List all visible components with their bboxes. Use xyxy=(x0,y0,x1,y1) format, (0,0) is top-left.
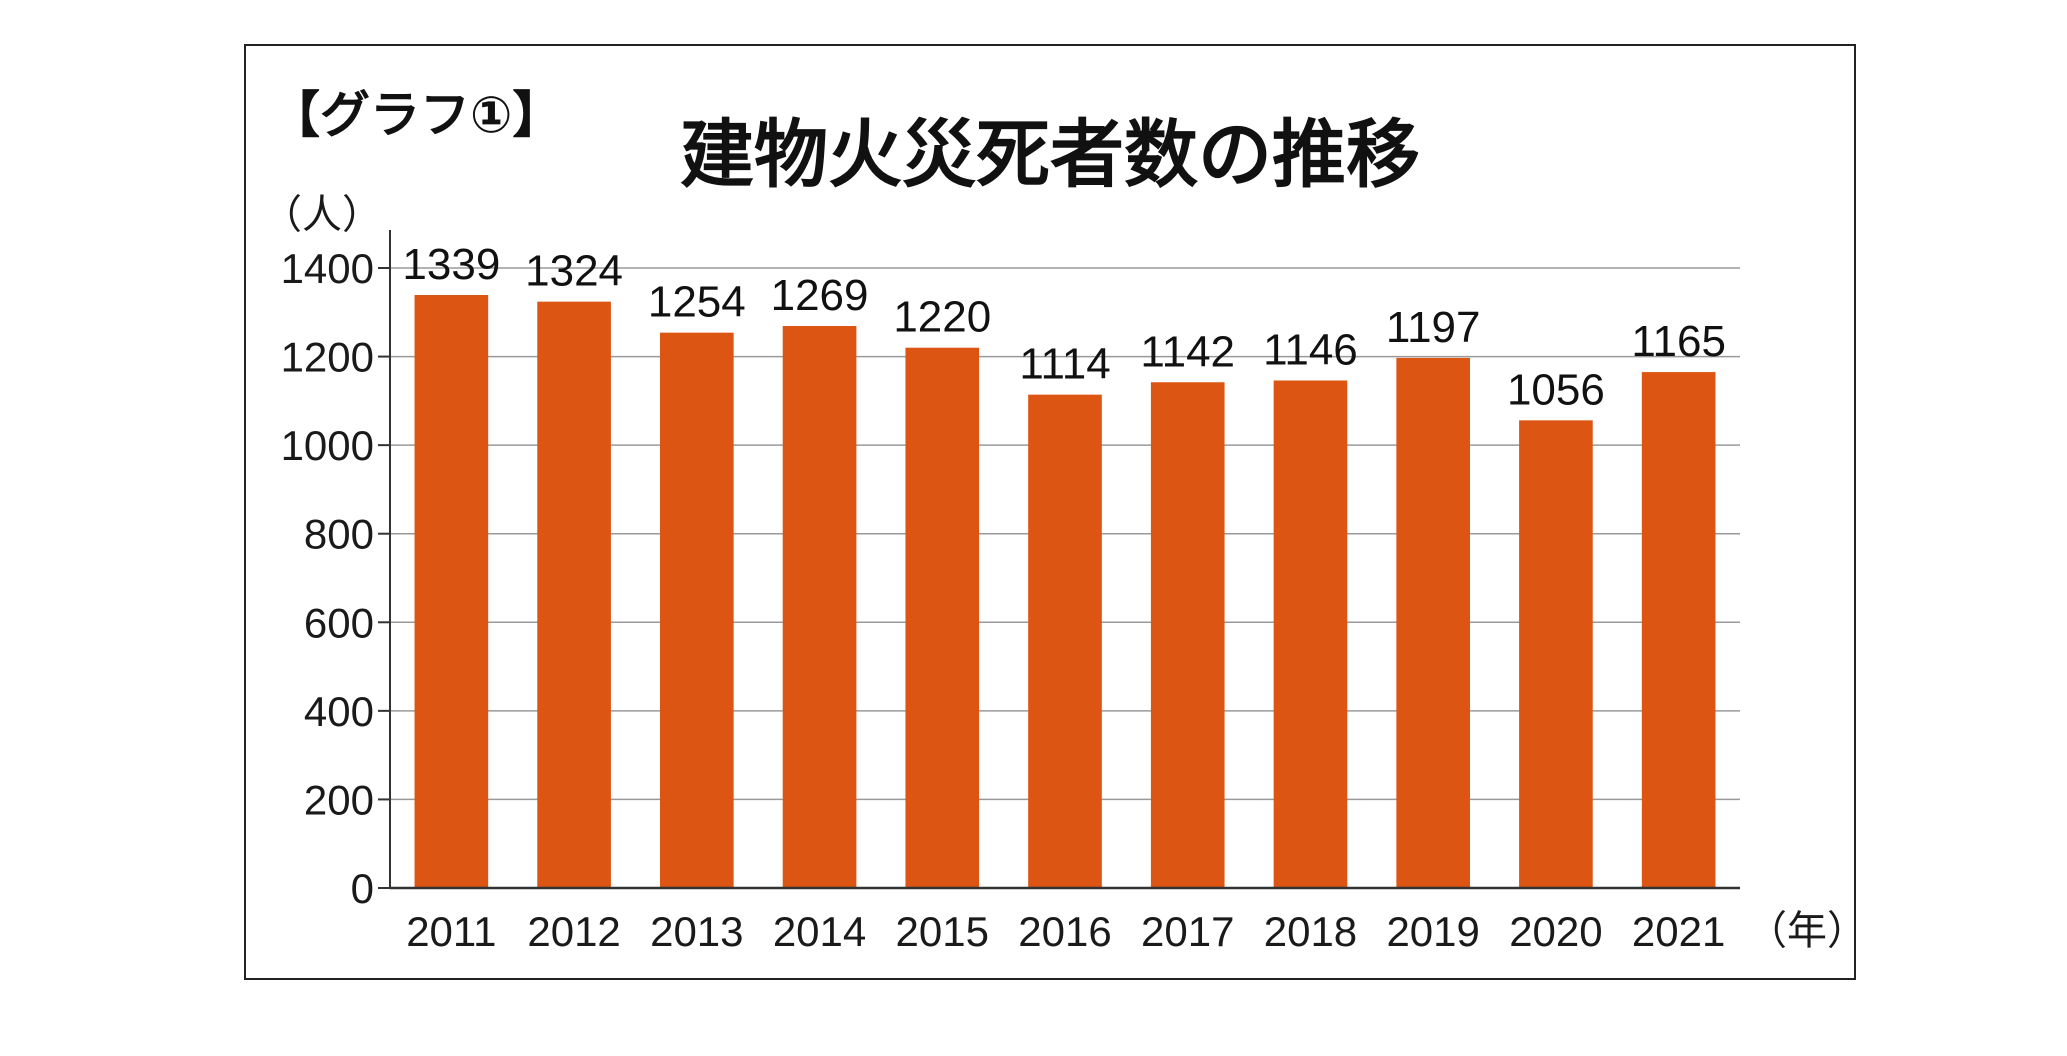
y-tick-label: 1400 xyxy=(281,245,374,292)
y-tick-label: 1200 xyxy=(281,334,374,381)
bar xyxy=(1028,394,1102,888)
axes xyxy=(389,230,1740,890)
data-label: 1220 xyxy=(893,293,991,342)
y-tick-label: 600 xyxy=(304,599,374,646)
bar xyxy=(414,295,489,888)
bar xyxy=(660,332,734,889)
data-label: 1254 xyxy=(648,278,746,327)
x-tick-label: 2020 xyxy=(1509,908,1602,955)
bar xyxy=(1396,357,1470,888)
x-tick-label: 2019 xyxy=(1386,908,1479,955)
bar xyxy=(1519,420,1593,888)
x-tick-label: 2013 xyxy=(650,908,743,955)
data-label: 1142 xyxy=(1140,327,1235,376)
data-label: 1269 xyxy=(771,271,869,320)
data-label: 1165 xyxy=(1631,317,1726,366)
y-tick-label: 1000 xyxy=(281,422,374,469)
bar xyxy=(1150,382,1225,888)
data-label: 1146 xyxy=(1263,325,1358,374)
x-axis-unit: （年） xyxy=(1747,908,1867,954)
y-tick-label: 400 xyxy=(304,688,374,735)
y-tick-label: 200 xyxy=(304,776,374,823)
y-axis-unit: （人） xyxy=(262,192,382,238)
gridlines xyxy=(378,267,1740,889)
x-tick-label: 2018 xyxy=(1264,908,1357,955)
x-tick-label: 2017 xyxy=(1141,908,1234,955)
data-label: 1197 xyxy=(1386,303,1481,352)
chart-title: 建物火災死者数の推移 xyxy=(680,112,1420,198)
data-label: 1339 xyxy=(402,240,500,289)
x-tick-label: 2016 xyxy=(1018,908,1111,955)
bar xyxy=(782,326,857,888)
data-label: 1114 xyxy=(1019,340,1110,389)
x-tick-label: 2014 xyxy=(773,908,866,955)
chart-frame xyxy=(244,44,1856,980)
bar xyxy=(905,347,980,888)
bar xyxy=(1641,372,1716,889)
bar xyxy=(537,301,611,889)
y-tick-label: 800 xyxy=(304,511,374,558)
labels: 0 200 400 600 800 1000 1200 1400 1339 2011 1324 201… xyxy=(281,240,1867,955)
chart-tag: 【グラフ①】 xyxy=(270,86,562,144)
data-label: 1056 xyxy=(1507,365,1605,414)
y-tick-label: 0 xyxy=(351,865,374,912)
x-tick-label: 2011 xyxy=(406,908,496,955)
bars xyxy=(414,295,1716,889)
x-tick-label: 2012 xyxy=(527,908,620,955)
x-tick-label: 2015 xyxy=(896,908,989,955)
x-tick-label: 2021 xyxy=(1632,908,1725,955)
data-label: 1324 xyxy=(525,247,623,296)
bar xyxy=(1273,380,1348,888)
